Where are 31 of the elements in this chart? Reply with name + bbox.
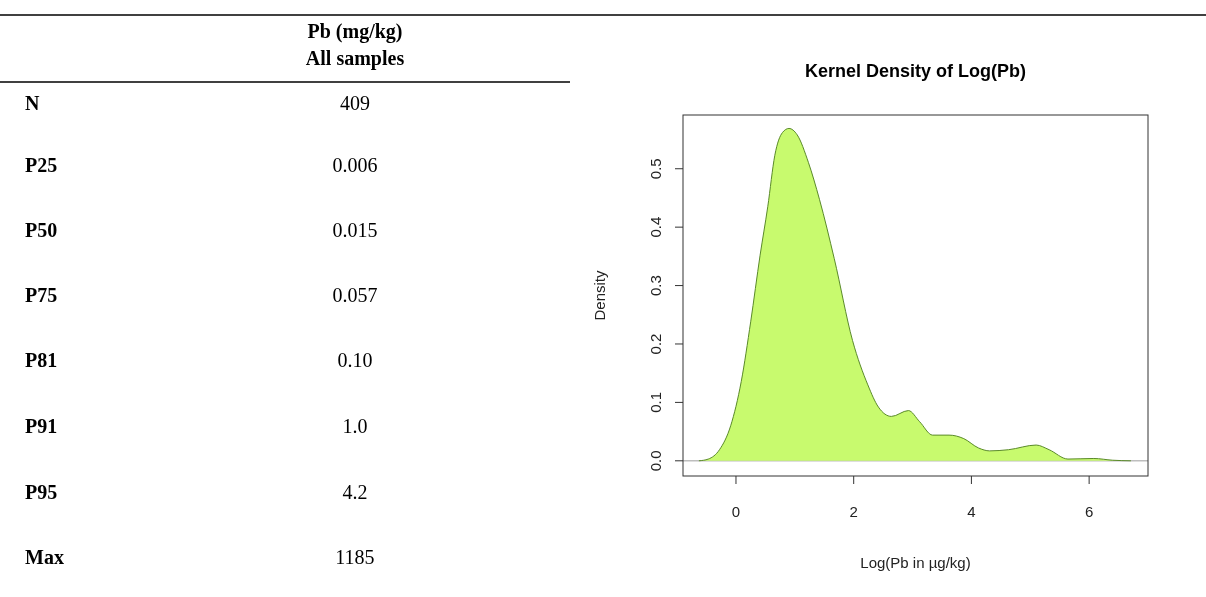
- y-tick-label: 0.5: [647, 158, 664, 180]
- x-axis-title: Log(Pb in µg/kg): [860, 554, 971, 571]
- category-label: P50: [25, 219, 58, 241]
- category-label: P81: [25, 349, 58, 371]
- text: 0.057: [332, 284, 378, 306]
- category-label: P25: [25, 154, 58, 176]
- chart-title: Kernel Density of Log(Pb): [804, 61, 1027, 81]
- text: 409: [340, 92, 370, 114]
- category-label: Max: [25, 546, 64, 568]
- category-label: N: [25, 92, 40, 114]
- category-label: P95: [25, 481, 58, 503]
- category-label: P75: [25, 284, 58, 306]
- category-label: P91: [25, 415, 58, 437]
- text: 0.006: [332, 154, 378, 176]
- y-axis-title: Density: [591, 270, 608, 321]
- text: Pb (mg/kg): [307, 20, 403, 43]
- x-tick-label: 4: [967, 503, 976, 520]
- y-tick-label: 0.1: [647, 391, 664, 413]
- y-tick-label: 0.0: [647, 450, 664, 472]
- text: All samples: [305, 47, 405, 70]
- y-tick-label: 0.4: [647, 216, 664, 238]
- text: 0.015: [332, 219, 378, 241]
- text: 0.10: [337, 349, 373, 371]
- x-tick-label: 0: [731, 503, 741, 520]
- y-tick-label: 0.2: [647, 333, 664, 355]
- text: 4.2: [342, 481, 368, 503]
- y-tick-label: 0.3: [647, 275, 664, 296]
- text: 1.0: [342, 415, 368, 437]
- text: 1185: [335, 546, 375, 568]
- x-tick-label: 2: [849, 503, 858, 520]
- x-tick-label: 6: [1084, 503, 1094, 520]
